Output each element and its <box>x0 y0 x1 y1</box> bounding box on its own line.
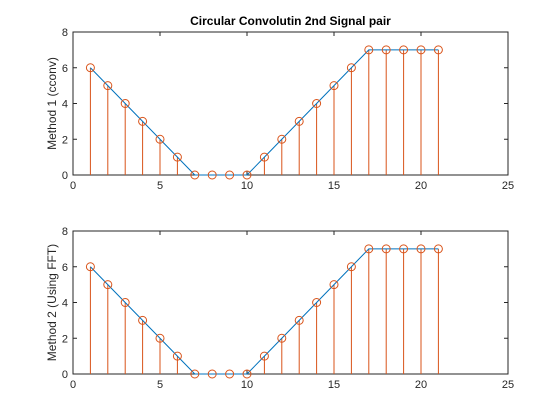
y-axis-label: Method 1 (cconv) <box>45 57 59 150</box>
x-tick-label: 10 <box>241 180 253 192</box>
y-tick-label: 8 <box>62 226 68 238</box>
stem-marker <box>294 116 304 126</box>
stem-marker <box>364 45 374 55</box>
x-tick-label: 20 <box>415 180 427 192</box>
series-line <box>90 49 439 176</box>
stem-marker <box>277 333 287 343</box>
stem-marker <box>381 244 391 254</box>
stem-marker <box>120 99 130 108</box>
chart-title: Circular Convolutin 2nd Signal pair <box>190 14 391 28</box>
x-tick-label: 0 <box>70 379 76 391</box>
stem-marker <box>207 170 217 180</box>
stem-marker <box>103 280 113 290</box>
stem-marker <box>329 81 339 91</box>
stem-marker <box>259 152 269 162</box>
stem-marker <box>381 45 391 55</box>
stem-marker <box>190 369 200 379</box>
series-line <box>90 248 439 375</box>
stem-marker <box>138 315 148 325</box>
stem-marker <box>155 134 165 144</box>
x-tick-label: 15 <box>328 379 340 391</box>
y-tick-label: 4 <box>62 99 68 111</box>
axes-box <box>72 31 509 176</box>
stem-marker <box>225 369 235 379</box>
stem-marker <box>225 170 235 180</box>
x-tick-label: 15 <box>328 180 340 192</box>
stem-marker <box>155 333 165 343</box>
stem-marker <box>85 63 95 73</box>
stem-marker <box>294 315 304 325</box>
x-tick-label: 20 <box>415 379 427 391</box>
axes-1: 0 5 10 15 20 25 0 2 4 6 8 Circular Convolutin 2nd S… <box>45 14 514 192</box>
stem-marker <box>103 81 113 91</box>
stem-marker <box>242 369 252 379</box>
y-tick-label: 2 <box>62 134 68 146</box>
x-tick-label: 5 <box>157 180 163 192</box>
stem-marker <box>138 116 148 126</box>
axes-box <box>72 230 509 375</box>
y-tick-label: 6 <box>62 262 68 274</box>
stem-marker <box>433 244 443 254</box>
y-tick-label: 0 <box>62 369 68 381</box>
stem-marker <box>277 134 287 144</box>
y-tick-label: 0 <box>62 170 68 182</box>
x-tick-label: 25 <box>502 379 514 391</box>
x-tick-label: 25 <box>502 180 514 192</box>
stem-marker <box>190 170 200 180</box>
stem-marker <box>364 244 374 254</box>
stem-marker <box>399 45 409 55</box>
y-tick-label: 4 <box>62 298 68 310</box>
stem-marker <box>416 244 426 254</box>
stem-marker <box>399 244 409 254</box>
x-tick-label: 5 <box>157 379 163 391</box>
stem-marker <box>242 170 252 180</box>
y-tick-label: 2 <box>62 333 68 345</box>
y-tick-label: 8 <box>62 27 68 39</box>
stem-marker <box>172 351 182 361</box>
stem-marker <box>346 262 356 272</box>
x-tick-label: 0 <box>70 180 76 192</box>
stem-marker <box>312 99 322 108</box>
y-axis-label: Method 2 (Using FFT) <box>45 244 59 361</box>
stem-marker <box>85 262 95 272</box>
x-tick-label: 10 <box>241 379 253 391</box>
stem-marker <box>433 45 443 55</box>
y-tick-label: 6 <box>62 63 68 75</box>
stem-marker <box>329 280 339 290</box>
stem-marker <box>416 45 426 55</box>
stem-marker <box>120 298 130 307</box>
stem-marker <box>259 351 269 361</box>
stem-marker <box>312 298 322 307</box>
stem-marker <box>346 63 356 73</box>
stem-marker <box>207 369 217 379</box>
stem-marker <box>172 152 182 162</box>
